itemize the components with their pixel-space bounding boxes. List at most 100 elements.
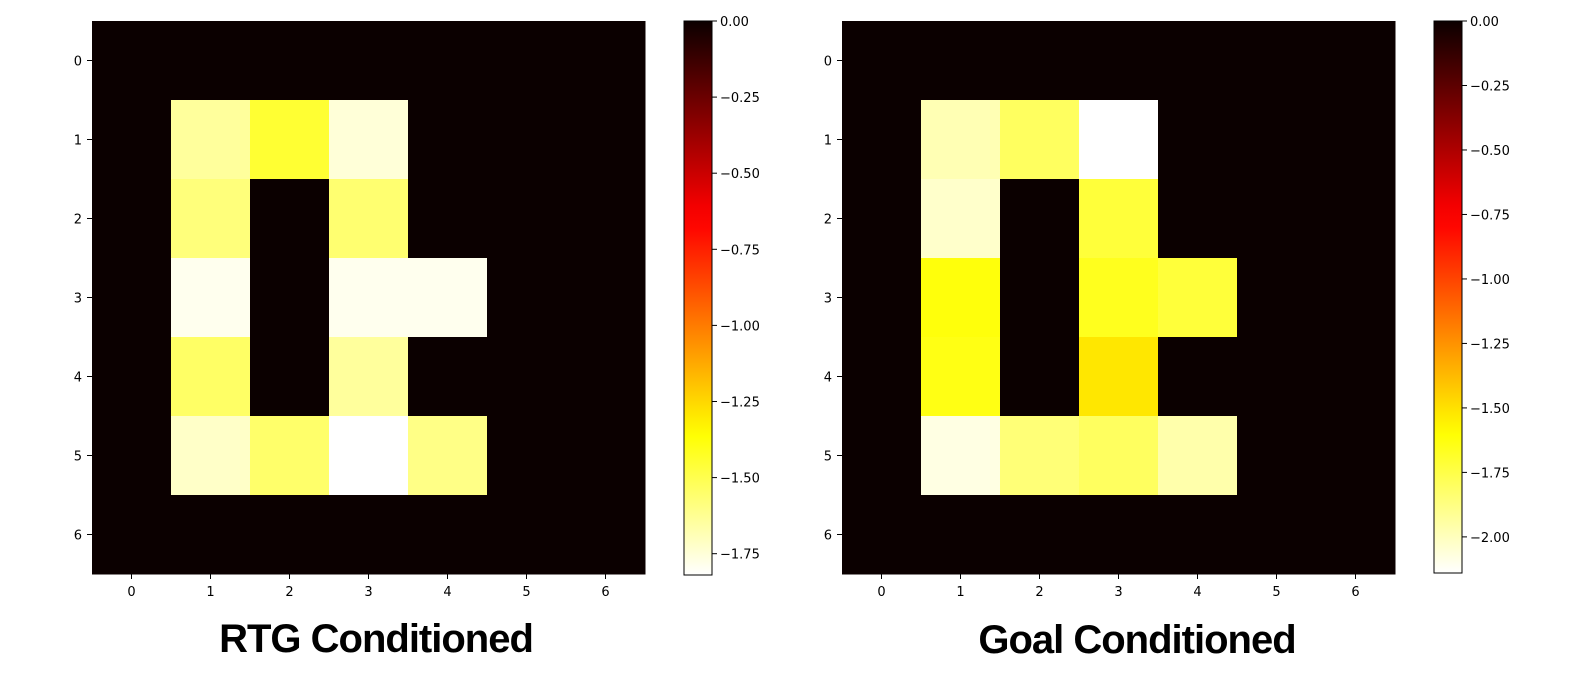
heatmap-cell: [408, 495, 488, 575]
heatmap-cell: [329, 179, 409, 259]
heatmap-cell: [1237, 337, 1317, 417]
y-tick-label: 2: [824, 213, 832, 228]
heatmap-cell: [329, 416, 409, 496]
heatmap-cell: [566, 21, 646, 101]
heatmap-cell: [566, 337, 646, 417]
heatmap-cell: [1237, 495, 1317, 575]
heatmap-cell: [1000, 495, 1080, 575]
heatmap-cell: [842, 100, 922, 180]
heatmap-cell: [487, 258, 567, 338]
heatmap-cell: [92, 21, 172, 101]
heatmap-cell: [1000, 21, 1080, 101]
heatmap-cell: [487, 21, 567, 101]
heatmap-cell: [1237, 416, 1317, 496]
heatmap-cell: [1316, 21, 1396, 101]
heatmap-cell: [1158, 416, 1238, 496]
x-tick-label: 6: [601, 585, 609, 600]
heatmap-cell: [1158, 100, 1238, 180]
heatmap-cell: [250, 337, 330, 417]
heatmap-cell: [408, 416, 488, 496]
y-tick-label: 2: [74, 213, 82, 228]
heatmap-cell: [92, 179, 172, 259]
heatmap-cell: [171, 337, 251, 417]
heatmap-cell: [329, 495, 409, 575]
heatmap-cell: [842, 179, 922, 259]
colorbar-tick-label: −0.50: [1470, 144, 1510, 159]
colorbar-tick-label: −0.75: [1470, 208, 1510, 223]
heatmap-cell: [487, 495, 567, 575]
heatmap-cell: [1316, 100, 1396, 180]
x-tick-label: 4: [1193, 585, 1201, 600]
heatmap-cell: [1237, 100, 1317, 180]
heatmap-cell: [171, 100, 251, 180]
y-tick-label: 4: [74, 371, 82, 386]
y-tick-label: 0: [824, 55, 832, 70]
heatmap-cell: [250, 495, 330, 575]
heatmap-panel-1: 0 1 2 3 4 5 6 0 1 2 3 4 5 6 0.00 −0.25 −0.50 −0.75 −1.00 −1…: [824, 15, 1510, 662]
y-tick-label: 1: [74, 134, 82, 149]
heatmap-cell: [566, 100, 646, 180]
heatmap-cell: [1000, 179, 1080, 259]
heatmap-cell: [1079, 416, 1159, 496]
y-tick-label: 5: [824, 450, 832, 465]
colorbar-tick-label: −1.75: [720, 548, 760, 563]
y-tick-label: 6: [824, 529, 832, 544]
y-tick-label: 1: [824, 134, 832, 149]
heatmap-cell: [1158, 21, 1238, 101]
heatmap-cell: [408, 21, 488, 101]
heatmap-cell: [1000, 100, 1080, 180]
x-tick-label: 5: [1272, 585, 1280, 600]
heatmap-cell: [1079, 179, 1159, 259]
colorbar-tick-label: −1.25: [720, 395, 760, 410]
heatmap-cell: [566, 416, 646, 496]
heatmap-cell: [1237, 21, 1317, 101]
colorbar-tick-label: −1.75: [1470, 466, 1510, 481]
heatmap-cell: [1237, 179, 1317, 259]
heatmap-cell: [329, 258, 409, 338]
heatmap-cell: [921, 258, 1001, 338]
heatmap-cell: [921, 337, 1001, 417]
x-tick-label: 0: [127, 585, 135, 600]
panel-caption: Goal Conditioned: [978, 618, 1295, 662]
colorbar: [683, 20, 713, 576]
x-tick-label: 4: [443, 585, 451, 600]
x-tick-label: 3: [364, 585, 372, 600]
heatmap-cell: [1158, 337, 1238, 417]
heatmap-cell: [92, 416, 172, 496]
heatmap-cell: [1316, 495, 1396, 575]
heatmap-cell: [171, 21, 251, 101]
colorbar-tick-label: −0.25: [1470, 79, 1510, 94]
heatmap-cell: [250, 258, 330, 338]
x-tick-label: 1: [956, 585, 964, 600]
heatmap-cell: [1237, 258, 1317, 338]
colorbar: [1433, 20, 1463, 574]
heatmap-cell: [250, 21, 330, 101]
y-tick-label: 5: [74, 450, 82, 465]
x-tick-label: 1: [206, 585, 214, 600]
heatmap-cell: [1316, 337, 1396, 417]
heatmap-cell: [250, 416, 330, 496]
x-tick-label: 6: [1351, 585, 1359, 600]
heatmap-cell: [1316, 258, 1396, 338]
heatmap-cell: [487, 416, 567, 496]
heatmap-cell: [842, 416, 922, 496]
heatmap-cell: [92, 258, 172, 338]
heatmap-cell: [921, 416, 1001, 496]
heatmap-cell: [171, 179, 251, 259]
heatmap-cell: [250, 179, 330, 259]
heatmap-cell: [842, 495, 922, 575]
heatmap-cell: [408, 100, 488, 180]
heatmap-cell: [487, 337, 567, 417]
heatmap-cell: [1000, 416, 1080, 496]
heatmap-cell: [329, 21, 409, 101]
colorbar-tick-label: −1.50: [1470, 402, 1510, 417]
heatmap-cell: [1316, 179, 1396, 259]
heatmap-cell: [408, 258, 488, 338]
x-tick-label: 2: [1035, 585, 1043, 600]
heatmap-cell: [329, 100, 409, 180]
heatmap-cell: [842, 337, 922, 417]
heatmap-cell: [1158, 495, 1238, 575]
heatmap-cell: [1079, 337, 1159, 417]
y-tick-label: 0: [74, 55, 82, 70]
